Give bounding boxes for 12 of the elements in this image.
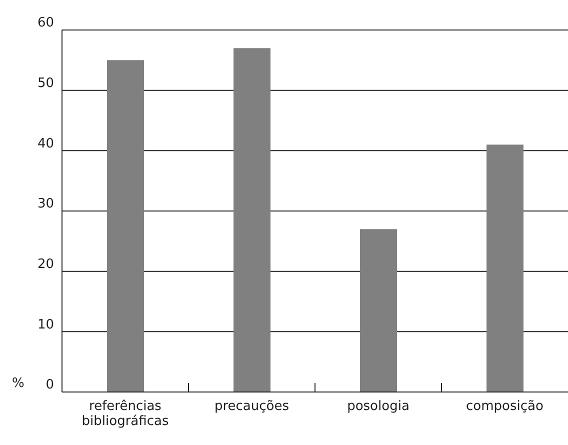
- y-tick-label: 30: [37, 196, 54, 212]
- y-tick-label: 60: [37, 16, 54, 31]
- y-tick-label: 20: [37, 256, 54, 272]
- y-axis-title: %: [12, 376, 24, 391]
- x-tick-label: referências bibliográficas: [82, 399, 169, 429]
- x-tick-label: posologia: [347, 399, 410, 414]
- y-tick-label: 10: [37, 317, 54, 332]
- x-tick-label: precauções: [214, 399, 290, 414]
- y-tick-label: 0: [46, 378, 54, 393]
- x-tick-label: composição: [466, 399, 544, 414]
- y-tick-label: 50: [37, 76, 54, 91]
- y-tick-label: 40: [37, 136, 54, 152]
